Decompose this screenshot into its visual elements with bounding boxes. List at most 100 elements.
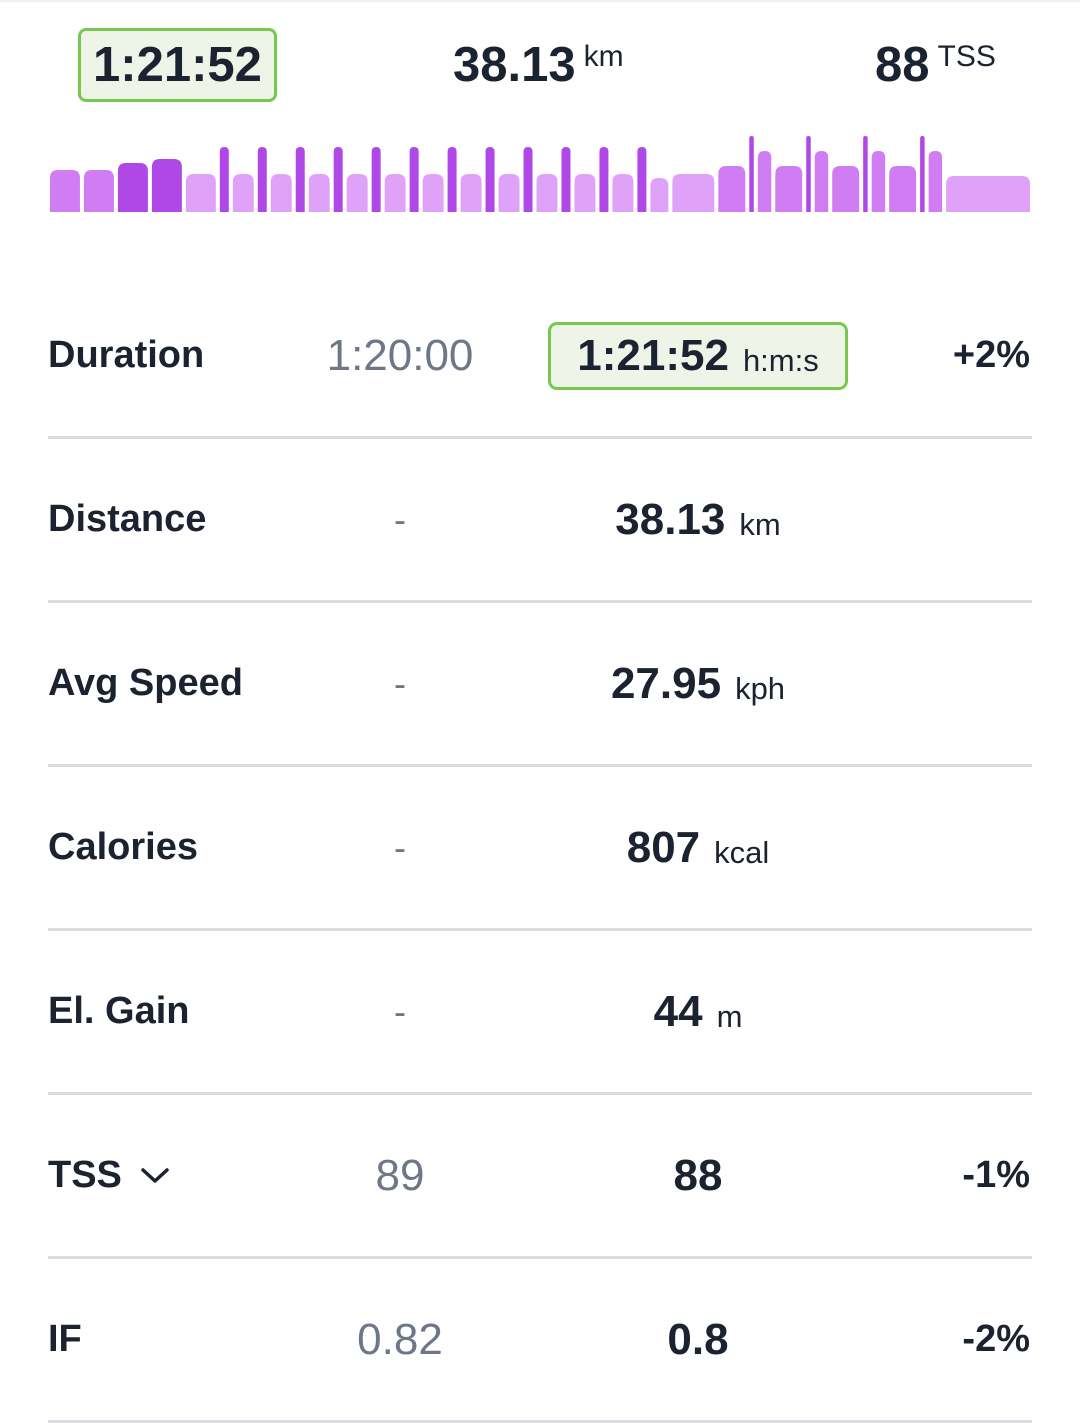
metric-actual: 88 — [548, 1095, 848, 1256]
workout-interval-bar — [920, 136, 925, 212]
metric-unit: kph — [735, 670, 786, 706]
top-divider — [0, 0, 1080, 2]
metric-actual-wrap: 807 kcal — [627, 823, 770, 873]
summary-distance-unit: km — [583, 40, 624, 73]
workout-interval-bar — [889, 166, 917, 212]
workout-summary: 1:21:52 38.13 km 88 TSS — [0, 0, 1080, 110]
workout-chart-svg — [50, 136, 1030, 212]
workout-interval-bar — [574, 174, 596, 212]
metric-change: -2% — [962, 1318, 1030, 1360]
metric-actual-value: 38.13 — [615, 494, 726, 544]
metric-unit: kcal — [714, 834, 770, 870]
workout-interval-bar — [863, 136, 868, 212]
workout-interval-bar — [333, 147, 343, 212]
metric-actual-value: 27.95 — [610, 658, 722, 708]
metric-label[interactable]: TSS — [48, 1095, 170, 1256]
metric-actual-value: 1:21:52 — [577, 330, 729, 380]
metric-row-tss[interactable]: TSS 89 88 -1% — [48, 1095, 1032, 1259]
workout-interval-bar — [775, 166, 803, 212]
workout-interval-bar — [384, 174, 406, 212]
summary-distance: 38.13 km — [453, 28, 624, 102]
metric-label: El. Gain — [48, 931, 189, 1092]
workout-interval-bar — [498, 174, 520, 212]
workout-interval-bar — [485, 147, 495, 212]
metric-actual-wrap: 88 — [674, 1151, 723, 1201]
metric-label-text: Avg Speed — [48, 662, 243, 704]
metric-unit: km — [739, 506, 781, 542]
metric-actual-wrap: 27.95 kph — [611, 659, 785, 709]
workout-interval-bar — [308, 174, 330, 212]
workout-interval-bar — [371, 147, 381, 212]
metric-actual: 1:21:52 h:m:s — [548, 275, 848, 436]
metric-planned-value: - — [394, 826, 406, 868]
metric-change: -1% — [962, 1154, 1030, 1196]
metric-actual-highlight: 1:21:52 h:m:s — [548, 321, 848, 390]
metric-actual: 27.95 kph — [548, 603, 848, 764]
metric-row-duration: Duration 1:20:00 1:21:52 h:m:s +2% — [48, 275, 1032, 439]
workout-interval-bar — [599, 147, 609, 212]
workout-interval-bar — [409, 147, 419, 212]
workout-interval-bar — [83, 170, 114, 212]
chevron-down-icon[interactable] — [140, 1166, 170, 1186]
metric-planned-value: 89 — [375, 1150, 425, 1200]
workout-interval-bar — [832, 166, 860, 212]
workout-interval-bar — [257, 147, 267, 212]
metric-unit: m — [716, 998, 743, 1034]
metric-row-avg-speed: Avg Speed - 27.95 kph — [48, 603, 1032, 767]
metric-actual: 0.8 — [548, 1259, 848, 1420]
workout-interval-bar — [185, 174, 216, 212]
workout-interval-bar — [561, 147, 571, 212]
workout-interval-bar — [447, 147, 457, 212]
metric-actual: 38.13 km — [548, 439, 848, 600]
workout-interval-bar — [151, 159, 182, 212]
metric-label-text: El. Gain — [48, 990, 190, 1032]
workout-interval-bar — [523, 147, 533, 212]
workout-interval-bar — [814, 151, 829, 212]
metrics-table: Duration 1:20:00 1:21:52 h:m:s +2% Distance - 3… — [48, 275, 1032, 1423]
workout-interval-bar — [749, 136, 754, 212]
workout-interval-bar — [806, 136, 811, 212]
metric-planned-value: 1:20:00 — [326, 330, 474, 380]
workout-interval-bar — [612, 174, 634, 212]
metric-label-text: TSS — [48, 1154, 122, 1196]
metric-actual-value: 807 — [626, 822, 701, 872]
summary-duration: 1:21:52 — [78, 28, 277, 102]
workout-structure-chart[interactable] — [50, 136, 1030, 214]
workout-interval-bar — [346, 174, 368, 212]
metric-label-text: Distance — [48, 498, 207, 540]
metric-row-if: IF 0.82 0.8 -2% — [48, 1259, 1032, 1423]
metric-planned-value: - — [394, 498, 406, 540]
metric-label-text: IF — [48, 1318, 82, 1360]
workout-interval-bar — [637, 147, 647, 212]
workout-interval-bar — [270, 174, 292, 212]
metric-label: IF — [48, 1259, 82, 1420]
workout-interval-bar — [117, 163, 148, 212]
metric-label: Duration — [48, 275, 204, 436]
metric-label-text: Calories — [48, 826, 198, 868]
metric-planned-value: - — [394, 662, 406, 704]
metric-change: +2% — [952, 334, 1030, 376]
metric-label: Avg Speed — [48, 603, 243, 764]
metric-row-calories: Calories - 807 kcal — [48, 767, 1032, 931]
metric-actual: 44 m — [548, 931, 848, 1092]
metric-row-distance: Distance - 38.13 km — [48, 439, 1032, 603]
metric-planned-value: - — [394, 990, 406, 1032]
summary-tss-value: 88 — [875, 38, 930, 92]
metric-planned-value: 0.82 — [357, 1314, 443, 1364]
metric-unit: h:m:s — [742, 342, 819, 378]
workout-interval-bar — [946, 176, 1030, 212]
metric-row-el-gain: El. Gain - 44 m — [48, 931, 1032, 1095]
metric-actual-wrap: 38.13 km — [615, 495, 780, 545]
metric-actual-value: 88 — [673, 1150, 723, 1200]
workout-interval-bar — [460, 174, 482, 212]
metric-label-text: Duration — [48, 334, 205, 376]
workout-interval-bar — [672, 174, 715, 212]
workout-interval-bar — [871, 151, 886, 212]
workout-interval-bar — [928, 151, 943, 212]
workout-interval-bar — [718, 166, 746, 212]
workout-interval-bar — [50, 170, 80, 212]
metric-actual-value: 0.8 — [667, 1314, 729, 1364]
workout-interval-bar — [650, 178, 669, 212]
metric-label: Distance — [48, 439, 206, 600]
summary-tss: 88 TSS — [875, 28, 996, 102]
